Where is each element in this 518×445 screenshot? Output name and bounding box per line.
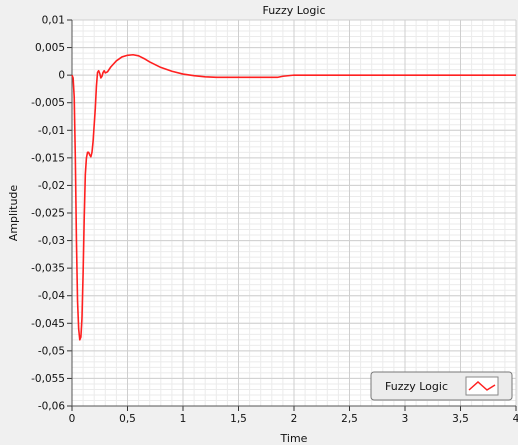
- legend-label: Fuzzy Logic: [385, 380, 448, 393]
- legend-swatch-icon: [468, 380, 496, 391]
- y-tick-label: -0,035: [31, 263, 65, 275]
- y-axis: 0,01 0,005 0 -0,005 -0,01 -0,015 -0,02 -0,025 -0…: [31, 15, 73, 413]
- x-axis: 0 0,5 1 1,5 2 2,5 3 3,5 4: [69, 405, 518, 425]
- y-tick-label: -0,02: [38, 180, 65, 192]
- y-tick-label: -0,04: [38, 290, 65, 302]
- x-tick-label: 1: [180, 413, 187, 425]
- series-line: [71, 53, 516, 341]
- y-tick-label: -0,045: [31, 318, 65, 330]
- y-tick-label: -0,05: [38, 345, 65, 357]
- x-tick-label: 3: [402, 413, 409, 425]
- y-tick-label: -0,025: [31, 208, 65, 220]
- x-tick-label: 1,5: [230, 413, 247, 425]
- y-tick-label: -0,01: [38, 125, 65, 137]
- y-tick-label: -0,005: [31, 97, 65, 109]
- legend[interactable]: Fuzzy Logic: [370, 371, 513, 401]
- chart-title: Fuzzy Logic: [262, 4, 325, 17]
- x-tick-label: 0: [69, 413, 76, 425]
- y-axis-label: Amplitude: [7, 185, 20, 242]
- y-tick-label: 0,005: [35, 42, 65, 54]
- x-tick-label: 4: [513, 413, 518, 425]
- x-axis-label: Time: [280, 432, 308, 445]
- x-tick-label: 0,5: [119, 413, 136, 425]
- y-tick-label: 0: [58, 70, 65, 82]
- x-tick-label: 3,5: [452, 413, 469, 425]
- x-tick-label: 2,5: [341, 413, 358, 425]
- series-group: [71, 53, 516, 341]
- y-tick-label: -0,03: [38, 235, 65, 247]
- y-tick-label: 0,01: [42, 15, 65, 27]
- y-tick-label: -0,055: [31, 373, 65, 385]
- y-tick-label: -0,015: [31, 152, 65, 164]
- y-tick-label: -0,06: [38, 401, 65, 413]
- x-tick-label: 2: [291, 413, 298, 425]
